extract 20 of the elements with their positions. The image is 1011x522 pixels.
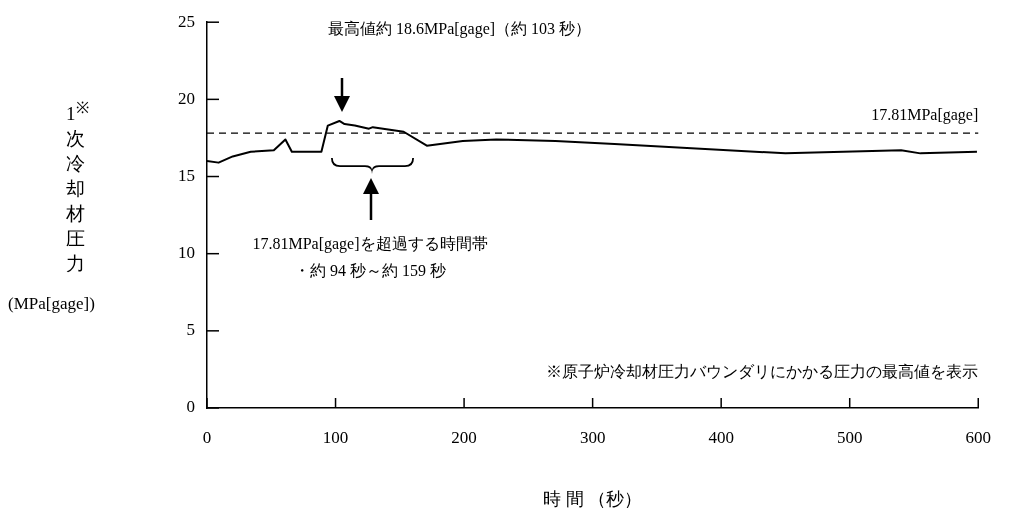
annotation: ※原子炉冷却材圧力バウンダリにかかる圧力の最高値を表示 bbox=[546, 362, 979, 382]
x-tick-label: 500 bbox=[836, 427, 863, 447]
x-tick-label: 300 bbox=[579, 427, 606, 447]
x-tick-label: 100 bbox=[322, 427, 349, 447]
x-tick-label: 600 bbox=[965, 427, 991, 447]
x-tick-label: 0 bbox=[202, 427, 212, 447]
x-axis-title: 時 間 （秒） bbox=[542, 488, 644, 511]
x-tick-label: 400 bbox=[708, 427, 734, 447]
text: 1$^{※}$次冷却材圧力 (MPa[gage]) bbox=[8, 99, 95, 313]
annotation: 最高値約 18.6MPa[gage]（約 103 秒） bbox=[328, 19, 592, 40]
ref-line-label: 17.81MPa[gage] bbox=[871, 105, 979, 126]
annotation: 17.81MPa[gage]を超過する時間帯 bbox=[252, 235, 488, 252]
y-tick-label: 25 bbox=[178, 11, 195, 31]
y-tick-label: 0 bbox=[186, 397, 195, 417]
y-tick-label: 15 bbox=[178, 165, 195, 185]
y-tick-label: 20 bbox=[178, 88, 195, 108]
annotation: ・約 94 秒～約 159 秒 bbox=[294, 262, 446, 279]
y-tick-label: 5 bbox=[186, 320, 195, 340]
y-tick-label: 10 bbox=[178, 243, 195, 263]
x-tick-label: 200 bbox=[451, 427, 477, 447]
